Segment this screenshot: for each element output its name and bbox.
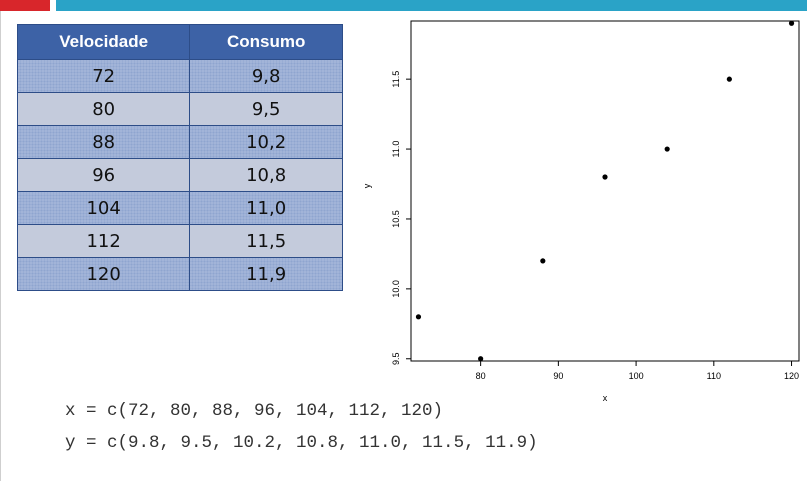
cell-consumo: 10,2 [189,125,343,159]
header-velocidade: Velocidade [16,24,191,60]
cell-consumo: 11,0 [189,191,343,225]
table-row: 88 10,2 [16,125,343,159]
code-line-y: y = c(9.8, 9.5, 10.2, 10.8, 11.0, 11.5, … [65,433,538,453]
data-point [540,258,546,264]
data-points [415,20,795,362]
top-bar-blue [56,0,807,11]
y-tick-label: 11.5 [391,71,401,88]
cell-velocidade: 80 [16,92,191,126]
scatter-plot: 80 90 100 110 120 9.5 10.0 10.5 11.0 11.5 x y [362,20,800,403]
data-point [788,20,795,26]
y-tick-label: 9.5 [391,353,401,366]
cell-velocidade: 104 [16,191,191,225]
table-row: 80 9,5 [16,92,343,126]
cell-consumo: 9,8 [189,59,343,93]
cell-velocidade: 88 [16,125,191,159]
x-axis-label: x [603,393,608,403]
y-tick-label: 10.5 [391,210,401,228]
cell-consumo: 11,5 [189,224,343,258]
cell-consumo: 10,8 [189,158,343,192]
table-row: 72 9,8 [16,59,343,93]
cell-velocidade: 96 [16,158,191,192]
left-border [0,11,1,481]
top-bar-red [0,0,50,11]
data-point [664,146,670,152]
y-tick-label: 11.0 [391,141,401,158]
x-tick-label: 80 [476,371,486,381]
data-point [602,174,608,180]
code-line-x: x = c(72, 80, 88, 96, 104, 112, 120) [65,401,444,421]
x-tick-label: 100 [629,371,644,381]
cell-velocidade: 120 [16,257,191,291]
table-row: 96 10,8 [16,158,343,192]
table-row: 120 11,9 [16,257,343,291]
table-row: 112 11,5 [16,224,343,258]
cell-consumo: 9,5 [189,92,343,126]
cell-consumo: 11,9 [189,257,343,291]
data-point [726,76,732,82]
header-consumo: Consumo [189,24,343,60]
x-axis: 80 90 100 110 120 [476,361,799,381]
x-tick-label: 110 [707,371,721,381]
x-tick-label: 120 [784,371,799,381]
cell-velocidade: 112 [16,224,191,258]
table-row: 104 11,0 [16,191,343,225]
table-header-row: Velocidade Consumo [16,24,343,60]
data-point [478,356,484,362]
plot-area-frame [410,20,800,362]
data-table: Velocidade Consumo 72 9,8 80 9,5 88 10,2… [16,24,343,291]
y-axis: 9.5 10.0 10.5 11.0 11.5 [391,71,411,365]
y-tick-label: 10.0 [391,280,401,298]
cell-velocidade: 72 [16,59,191,93]
x-tick-label: 90 [553,371,563,381]
y-axis-label: y [362,183,372,188]
data-point [415,314,422,320]
